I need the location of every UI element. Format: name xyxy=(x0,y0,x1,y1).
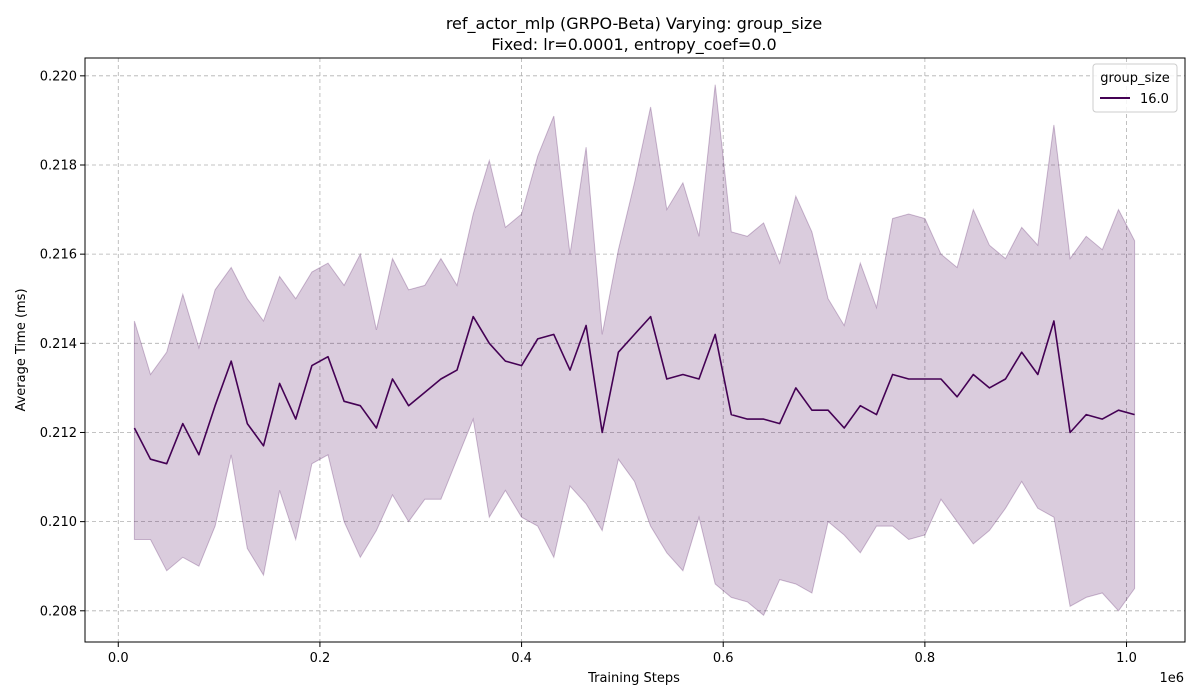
plot-frame xyxy=(84,57,1186,643)
y-axis-ticks: 0.208 0.210 0.212 0.214 0.216 0.218 0.220 xyxy=(40,69,85,619)
y-tick-label: 0.220 xyxy=(40,69,77,84)
x-tick-label: 0.0 xyxy=(108,651,129,666)
y-tick-label: 0.210 xyxy=(40,515,77,530)
y-tick-label: 0.208 xyxy=(40,604,77,619)
legend-box xyxy=(1092,63,1178,113)
x-tick-label: 1.0 xyxy=(1116,651,1137,666)
chart-subtitle: Fixed: lr=0.0001, entropy_coef=0.0 xyxy=(491,35,776,55)
legend: group_size 16.0 xyxy=(1092,63,1178,113)
legend-entry-label: 16.0 xyxy=(1140,92,1169,107)
y-tick-label: 0.212 xyxy=(40,426,77,441)
x-tick-label: 0.4 xyxy=(511,651,532,666)
y-tick-label: 0.218 xyxy=(40,158,77,173)
x-tick-label: 0.6 xyxy=(713,651,734,666)
grid xyxy=(85,58,1185,642)
x-axis-ticks: 0.0 0.2 0.4 0.6 0.8 1.0 xyxy=(108,642,1137,666)
x-tick-label: 0.8 xyxy=(915,651,936,666)
data-points xyxy=(134,316,1135,464)
y-tick-label: 0.216 xyxy=(40,248,77,263)
x-axis-label: Training Steps xyxy=(587,671,680,686)
y-tick-label: 0.214 xyxy=(40,337,77,352)
legend-title: group_size xyxy=(1100,71,1169,86)
chart-title: ref_actor_mlp (GRPO-Beta) Varying: group… xyxy=(446,14,822,34)
y-axis-label: Average Time (ms) xyxy=(14,288,29,411)
x-axis-offset-label: 1e6 xyxy=(1159,671,1184,686)
confidence-band xyxy=(133,84,1136,617)
x-tick-label: 0.2 xyxy=(310,651,331,666)
